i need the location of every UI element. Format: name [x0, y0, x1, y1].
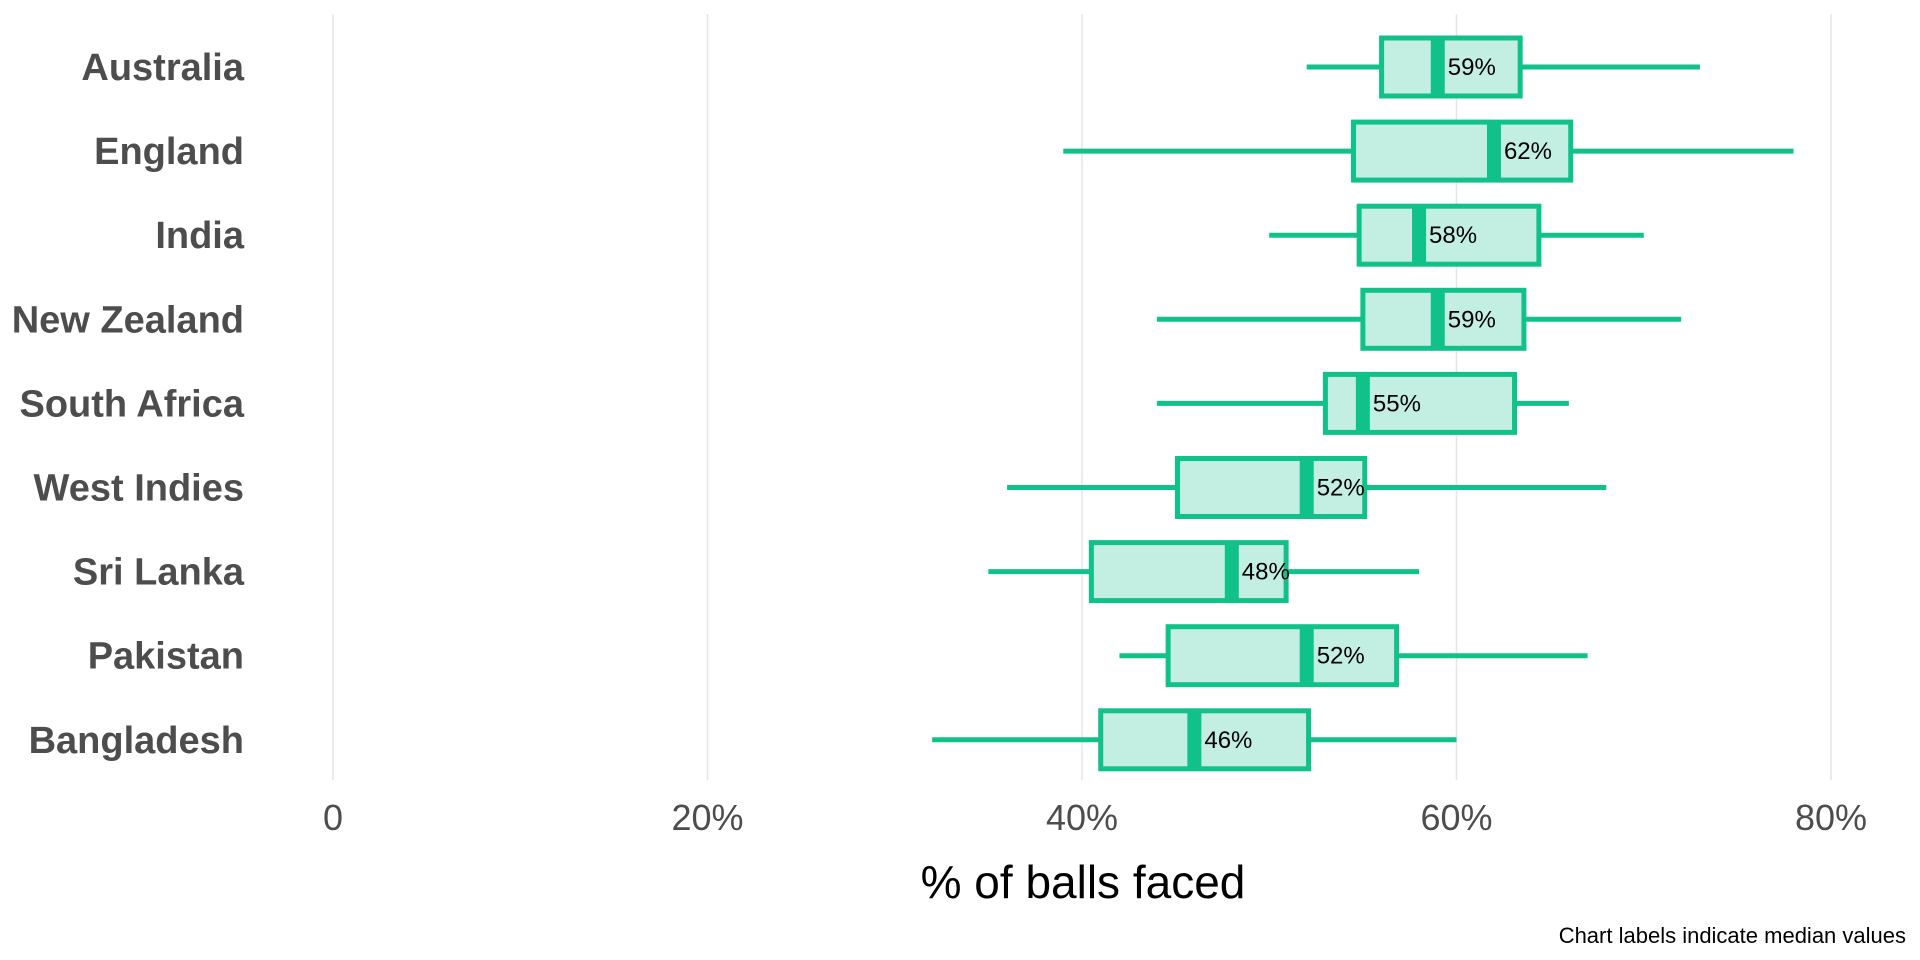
chart-caption: Chart labels indicate median values: [1559, 923, 1906, 948]
median-bar: [1430, 38, 1445, 96]
box-iqr: [1165, 624, 1400, 688]
box-bangladesh: 46%: [932, 708, 1457, 772]
box-england: 62%: [1063, 119, 1794, 183]
median-bar: [1299, 626, 1314, 685]
box-series: 59% 62% 58% 59% 55% 52% 48% 52% 46%: [932, 35, 1794, 772]
category-label: Pakistan: [88, 636, 244, 678]
median-bar: [1355, 374, 1370, 433]
median-label: 55%: [1373, 390, 1421, 417]
x-tick-label: 20%: [671, 797, 743, 838]
category-label: Bangladesh: [29, 720, 244, 762]
median-bar: [1486, 122, 1501, 181]
median-label: 59%: [1448, 306, 1496, 333]
median-label: 59%: [1448, 54, 1496, 81]
category-label: West Indies: [34, 468, 244, 510]
median-label: 46%: [1204, 727, 1252, 754]
box-south-africa: 55%: [1156, 371, 1569, 435]
box-sri-lanka: 48%: [988, 540, 1420, 604]
box-west-indies: 52%: [1007, 456, 1607, 519]
box-new-zealand: 59%: [1156, 287, 1682, 351]
median-bar: [1430, 290, 1445, 349]
median-bar: [1299, 458, 1314, 517]
x-tick-label: 60%: [1420, 797, 1492, 838]
median-bar: [1224, 542, 1239, 601]
category-label: New Zealand: [12, 299, 244, 341]
category-label: Australia: [81, 47, 244, 89]
box-iqr: [1351, 119, 1574, 183]
box-iqr: [1174, 456, 1368, 519]
box-iqr: [1088, 540, 1289, 604]
category-label: England: [94, 131, 244, 173]
category-label: South Africa: [20, 383, 245, 425]
median-label: 48%: [1242, 559, 1290, 586]
median-label: 58%: [1429, 222, 1477, 249]
median-label: 52%: [1317, 643, 1365, 670]
box-india: 58%: [1269, 203, 1644, 267]
category-label: Sri Lanka: [73, 552, 245, 594]
median-label: 52%: [1317, 475, 1365, 502]
median-bar: [1187, 710, 1202, 769]
box-pakistan: 52%: [1119, 624, 1588, 688]
grid-lines: [332, 14, 1832, 780]
category-labels: Australia England India New Zealand South Af…: [12, 47, 245, 762]
x-tick-label: 40%: [1046, 797, 1118, 838]
box-iqr: [1098, 708, 1312, 772]
box-iqr: [1379, 35, 1523, 99]
x-tick-label: 80%: [1795, 797, 1867, 838]
x-tick-labels: 0 20% 40% 60% 80%: [323, 797, 1867, 838]
box-iqr: [1356, 203, 1542, 267]
x-axis-title: % of balls faced: [921, 856, 1246, 908]
median-label: 62%: [1504, 138, 1552, 165]
box-australia: 59%: [1306, 35, 1700, 99]
median-bar: [1412, 206, 1427, 265]
category-label: India: [155, 215, 245, 257]
x-tick-label: 0: [323, 797, 343, 838]
